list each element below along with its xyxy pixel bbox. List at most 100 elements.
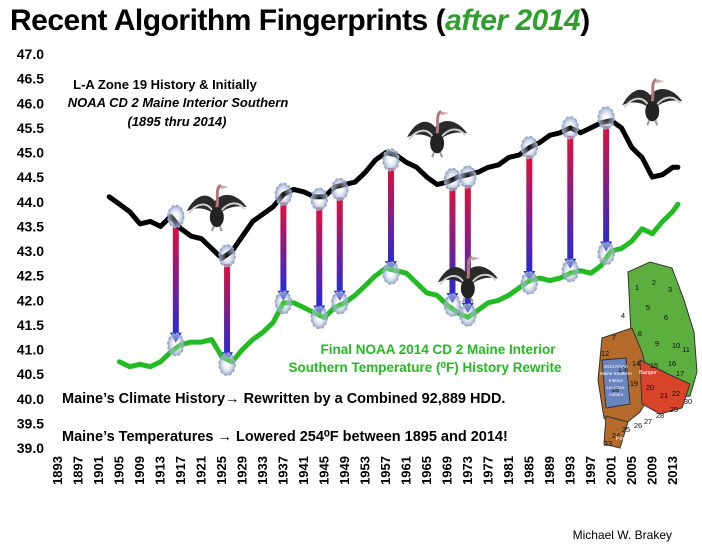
map-label: 10 — [672, 341, 680, 350]
x-tick-label: 2001 — [603, 456, 618, 485]
statement-1: Maine’s Climate History→ Rewritten by a … — [62, 391, 505, 407]
vulture-legs — [210, 225, 223, 232]
vulture-head — [471, 256, 480, 261]
vulture-neck — [466, 255, 473, 279]
adjustment-point-marker — [459, 303, 477, 327]
y-tick-label: 47.0 — [17, 46, 44, 62]
map-label: 15 — [650, 361, 658, 370]
x-tick-label: 1981 — [501, 456, 516, 485]
adjustment-point-marker — [218, 244, 236, 268]
vulture-head — [656, 79, 665, 84]
map-label: 29 — [670, 405, 678, 414]
adjustment-point-marker — [561, 258, 580, 283]
x-tick-label: 1953 — [357, 456, 372, 485]
map-label: 20 — [646, 383, 654, 392]
x-tick-label: 2005 — [624, 456, 639, 485]
x-tick-label: 1901 — [91, 456, 106, 485]
map-label: 6 — [664, 313, 668, 322]
x-tick-label: 1965 — [419, 456, 434, 485]
map-label: 19 — [630, 379, 638, 388]
y-tick-label: 42.5 — [17, 268, 44, 284]
noaa-label-line-1: Final NOAA 2014 CD 2 Maine Interior — [320, 342, 556, 357]
map-label: 4 — [621, 311, 625, 320]
map-label: 3 — [668, 285, 672, 294]
map-label: 2 — [652, 278, 656, 287]
adjustment-arrow-shaft — [280, 202, 287, 291]
x-tick-label: 1945 — [316, 456, 331, 485]
adjustment-arrow-shaft — [224, 263, 231, 353]
y-tick-label: 46.5 — [17, 71, 44, 87]
map-inset-text: Lewiston- — [606, 385, 626, 390]
map-label: 21 — [660, 391, 668, 400]
adjustment-point-marker — [382, 261, 400, 285]
map-label: 12 — [601, 349, 609, 358]
y-tick-label: 40.0 — [17, 391, 44, 407]
adjustment-arrow-shaft — [172, 224, 179, 333]
map-interior-southern-region — [601, 357, 631, 409]
vulture-body — [430, 133, 445, 154]
chart-title: Recent Algorithm Fingerprints (after 201… — [10, 4, 590, 38]
vulture-body — [645, 101, 660, 122]
y-tick-label: 39.0 — [17, 440, 44, 456]
noaa-rewrite-line — [117, 201, 681, 370]
adjustment-arrow-shaft — [387, 167, 394, 262]
x-tick-label: 1969 — [439, 456, 454, 485]
adjustment-point-marker — [561, 116, 580, 140]
x-tick-label: 1893 — [50, 456, 65, 485]
map-label: 7 — [612, 333, 616, 342]
adjustment-arrow-shaft — [567, 135, 574, 259]
x-tick-label: 1905 — [111, 456, 126, 485]
map-inset-text: Interior — [609, 378, 624, 383]
adjustment-point-marker — [459, 165, 477, 189]
y-tick-label: 45.5 — [17, 120, 44, 136]
y-tick-label: 42.0 — [17, 292, 44, 308]
y-tick-label: 44.0 — [17, 194, 44, 210]
map-inset-text: Auburn — [609, 392, 624, 397]
y-tick-label: 39.5 — [17, 415, 44, 431]
x-tick-label: 1929 — [234, 456, 249, 485]
vulture-icon — [186, 183, 247, 232]
vulture-icon — [437, 255, 498, 303]
adjustment-arrow-shaft — [526, 155, 533, 272]
map-label: 13 — [618, 365, 626, 374]
vulture-feathers — [439, 273, 497, 286]
title-accent: after 2014 — [445, 4, 581, 37]
map-label: 8 — [638, 329, 642, 338]
y-tick-label: 41.5 — [17, 317, 44, 333]
history-label-line-2: NOAA CD 2 Maine Interior Southern — [68, 95, 289, 110]
x-tick-label: 1985 — [521, 456, 536, 485]
y-tick-label: 41.0 — [17, 342, 44, 358]
x-tick-label: 1917 — [173, 456, 188, 485]
vulture-feathers — [408, 128, 466, 140]
vulture-feathers — [188, 202, 246, 214]
vulture-icon — [622, 78, 683, 126]
x-tick-label: 1925 — [214, 456, 229, 485]
x-tick-label: 1913 — [152, 456, 167, 485]
x-tick-label: 1989 — [542, 456, 557, 485]
x-axis: 1893 1897 1901 1905 1909 1913 1917 1921 1925 1929… — [50, 456, 680, 485]
adjustment-arrow-shaft — [603, 126, 610, 242]
adjustment-point-marker — [274, 182, 293, 207]
x-tick-label: 1973 — [460, 456, 475, 485]
x-tick-label: 2013 — [665, 456, 680, 485]
adjustment-point-marker — [310, 187, 329, 212]
map-inset-text: Maine Southern — [600, 371, 632, 376]
y-tick-label: 44.5 — [17, 169, 44, 185]
markers-layer — [167, 106, 615, 377]
map-label: Bangor — [639, 370, 657, 376]
adjustment-point-marker — [443, 293, 462, 317]
adjustment-point-marker — [310, 305, 329, 330]
y-tick-label: 43.0 — [17, 243, 44, 259]
x-tick-label: 1993 — [562, 456, 577, 485]
adjustment-arrow-shaft — [316, 207, 323, 306]
x-tick-label: 1933 — [255, 456, 270, 485]
map-label: 14 — [632, 359, 640, 368]
adjustment-point-marker — [597, 241, 615, 266]
map-label: 24 — [612, 431, 620, 440]
credit: Michael W. Brakey — [572, 528, 672, 542]
map-label: 26 — [634, 421, 642, 430]
map-label: 30 — [684, 397, 692, 406]
noaa-label-line-2: Southern Temperature (⁰F) History Rewrit… — [289, 360, 562, 375]
title-end: ) — [580, 4, 590, 37]
